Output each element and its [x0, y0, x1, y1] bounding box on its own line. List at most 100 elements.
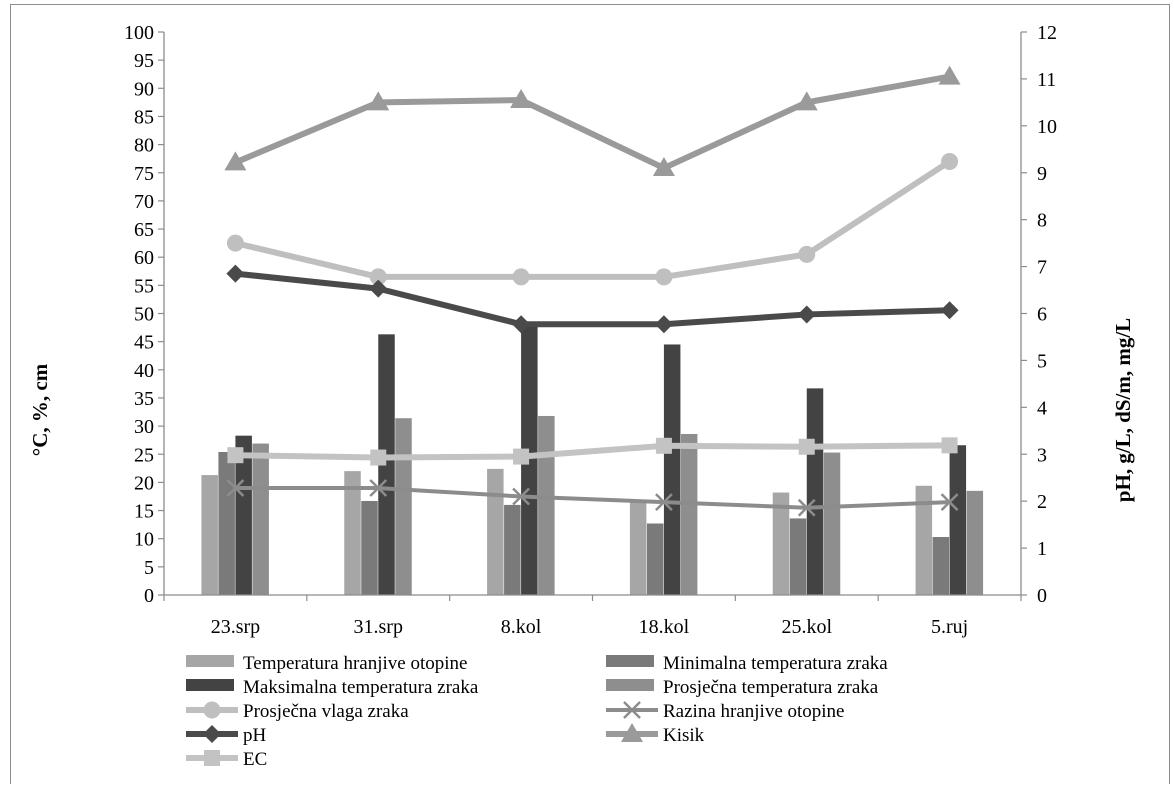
marker-triangle — [510, 89, 533, 109]
marker-square — [204, 750, 220, 766]
legend-label: Prosječna temperatura zraka — [663, 677, 879, 698]
legend-swatch — [606, 655, 654, 667]
marker-diamond — [512, 315, 531, 334]
left-tick-label: 80 — [134, 135, 154, 157]
line-series-razina-hranjive-otopine — [226, 479, 959, 517]
left-tick-label: 60 — [134, 247, 154, 269]
legend-item-prosjecna-temperatura-zraka: Prosječna temperatura zraka — [606, 677, 879, 698]
bar — [235, 435, 252, 595]
right-tick-label: 10 — [1037, 116, 1057, 138]
legend-label: pH — [243, 725, 267, 746]
legend-label: Maksimalna temperatura zraka — [243, 677, 479, 698]
bar — [378, 334, 395, 595]
series-line — [232, 270, 953, 328]
marker-triangle — [224, 151, 247, 171]
category-label: 31.srp — [354, 616, 403, 638]
left-tick-label: 45 — [134, 332, 154, 354]
bar — [949, 445, 967, 595]
marker-x — [512, 487, 530, 506]
legend-label: Razina hranjive otopine — [663, 701, 845, 722]
left-tick-label: 50 — [134, 304, 154, 326]
right-tick-label: 12 — [1037, 22, 1057, 44]
bar — [915, 485, 933, 595]
marker-triangle — [795, 91, 818, 111]
legend-item-ec: EC — [186, 749, 267, 770]
bar — [646, 523, 664, 595]
left-tick-label: 95 — [134, 50, 154, 72]
marker-x — [797, 498, 816, 517]
series-line — [232, 158, 953, 280]
legend-swatch — [186, 679, 234, 691]
left-tick-label: 70 — [134, 191, 154, 213]
marker-circle — [226, 234, 244, 252]
marker-circle — [512, 268, 530, 286]
series-line — [233, 486, 952, 510]
left-axis-ticks: 0 5 10 15 20 25 30 35 40 45 50 55 60 65 70 75 80 85 90 95 10… — [124, 22, 164, 607]
left-tick-label: 85 — [134, 106, 154, 128]
legend-item-razina-hranjive-otopine: Razina hranjive otopine — [606, 701, 845, 722]
legend: Temperatura hranjive otopine Minimalna te… — [186, 653, 888, 770]
left-tick-label: 25 — [134, 444, 154, 466]
bar — [252, 443, 269, 595]
marker-circle — [655, 268, 673, 286]
marker-x — [655, 493, 673, 511]
bar — [823, 452, 841, 595]
bar — [201, 475, 218, 595]
bar — [663, 344, 681, 595]
axes — [163, 32, 1022, 601]
bar — [966, 490, 984, 595]
marker-circle — [203, 701, 221, 719]
marker-triangle — [652, 157, 675, 177]
left-tick-label: 90 — [134, 78, 154, 100]
left-tick-label: 30 — [134, 416, 154, 438]
marker-square — [370, 449, 387, 466]
right-tick-label: 0 — [1037, 585, 1047, 607]
left-tick-label: 0 — [144, 585, 154, 607]
line-series-ph — [226, 264, 959, 334]
legend-item-ph: pH — [186, 725, 267, 746]
legend-label: Minimalna temperatura zraka — [663, 653, 888, 674]
chart-frame — [10, 4, 1170, 784]
marker-circle — [369, 268, 387, 286]
bar — [538, 415, 555, 595]
category-labels: 23.srp 31.srp 8.kol 18.kol 25.kol 5.ruj — [211, 616, 969, 638]
left-tick-label: 40 — [134, 360, 154, 382]
line-series-prosjecna-vlaga-zraka — [226, 152, 959, 286]
legend-item-prosjecna-vlaga-zraka: Prosječna vlaga zraka — [186, 701, 409, 722]
left-tick-label: 20 — [134, 472, 154, 494]
left-tick-label: 55 — [134, 275, 154, 297]
category-label: 23.srp — [211, 616, 260, 638]
marker-diamond — [226, 264, 245, 283]
bar — [361, 500, 378, 595]
bar — [218, 451, 235, 595]
marker-square — [941, 437, 958, 454]
right-tick-label: 11 — [1037, 69, 1056, 91]
category-label: 8.kol — [501, 616, 542, 638]
marker-circle — [941, 152, 959, 170]
bar — [504, 504, 521, 595]
right-tick-label: 8 — [1037, 210, 1047, 232]
marker-x — [369, 479, 388, 497]
left-tick-label: 35 — [134, 388, 154, 410]
bar — [487, 468, 504, 595]
bar — [772, 492, 790, 595]
line-series-kisik — [224, 65, 961, 177]
bar-series-prosjecna-temperatura-zraka — [252, 415, 984, 595]
bar — [344, 471, 361, 595]
bar — [395, 418, 412, 595]
bar-series — [201, 325, 984, 595]
series-line — [232, 73, 953, 172]
left-axis-title: °C, %, cm — [28, 363, 52, 456]
legend-item-minimalna-temperatura-zraka: Minimalna temperatura zraka — [606, 653, 888, 674]
marker-triangle — [367, 91, 390, 111]
right-tick-label: 1 — [1037, 538, 1047, 560]
right-tick-label: 5 — [1037, 350, 1047, 372]
marker-circle — [798, 245, 816, 263]
marker-square — [798, 438, 815, 455]
bar-series-temperatura-hranjive-otopine — [201, 468, 933, 595]
right-tick-label: 2 — [1037, 491, 1047, 513]
marker-square — [513, 448, 530, 465]
right-tick-label: 4 — [1037, 397, 1047, 419]
marker-triangle — [621, 723, 643, 742]
